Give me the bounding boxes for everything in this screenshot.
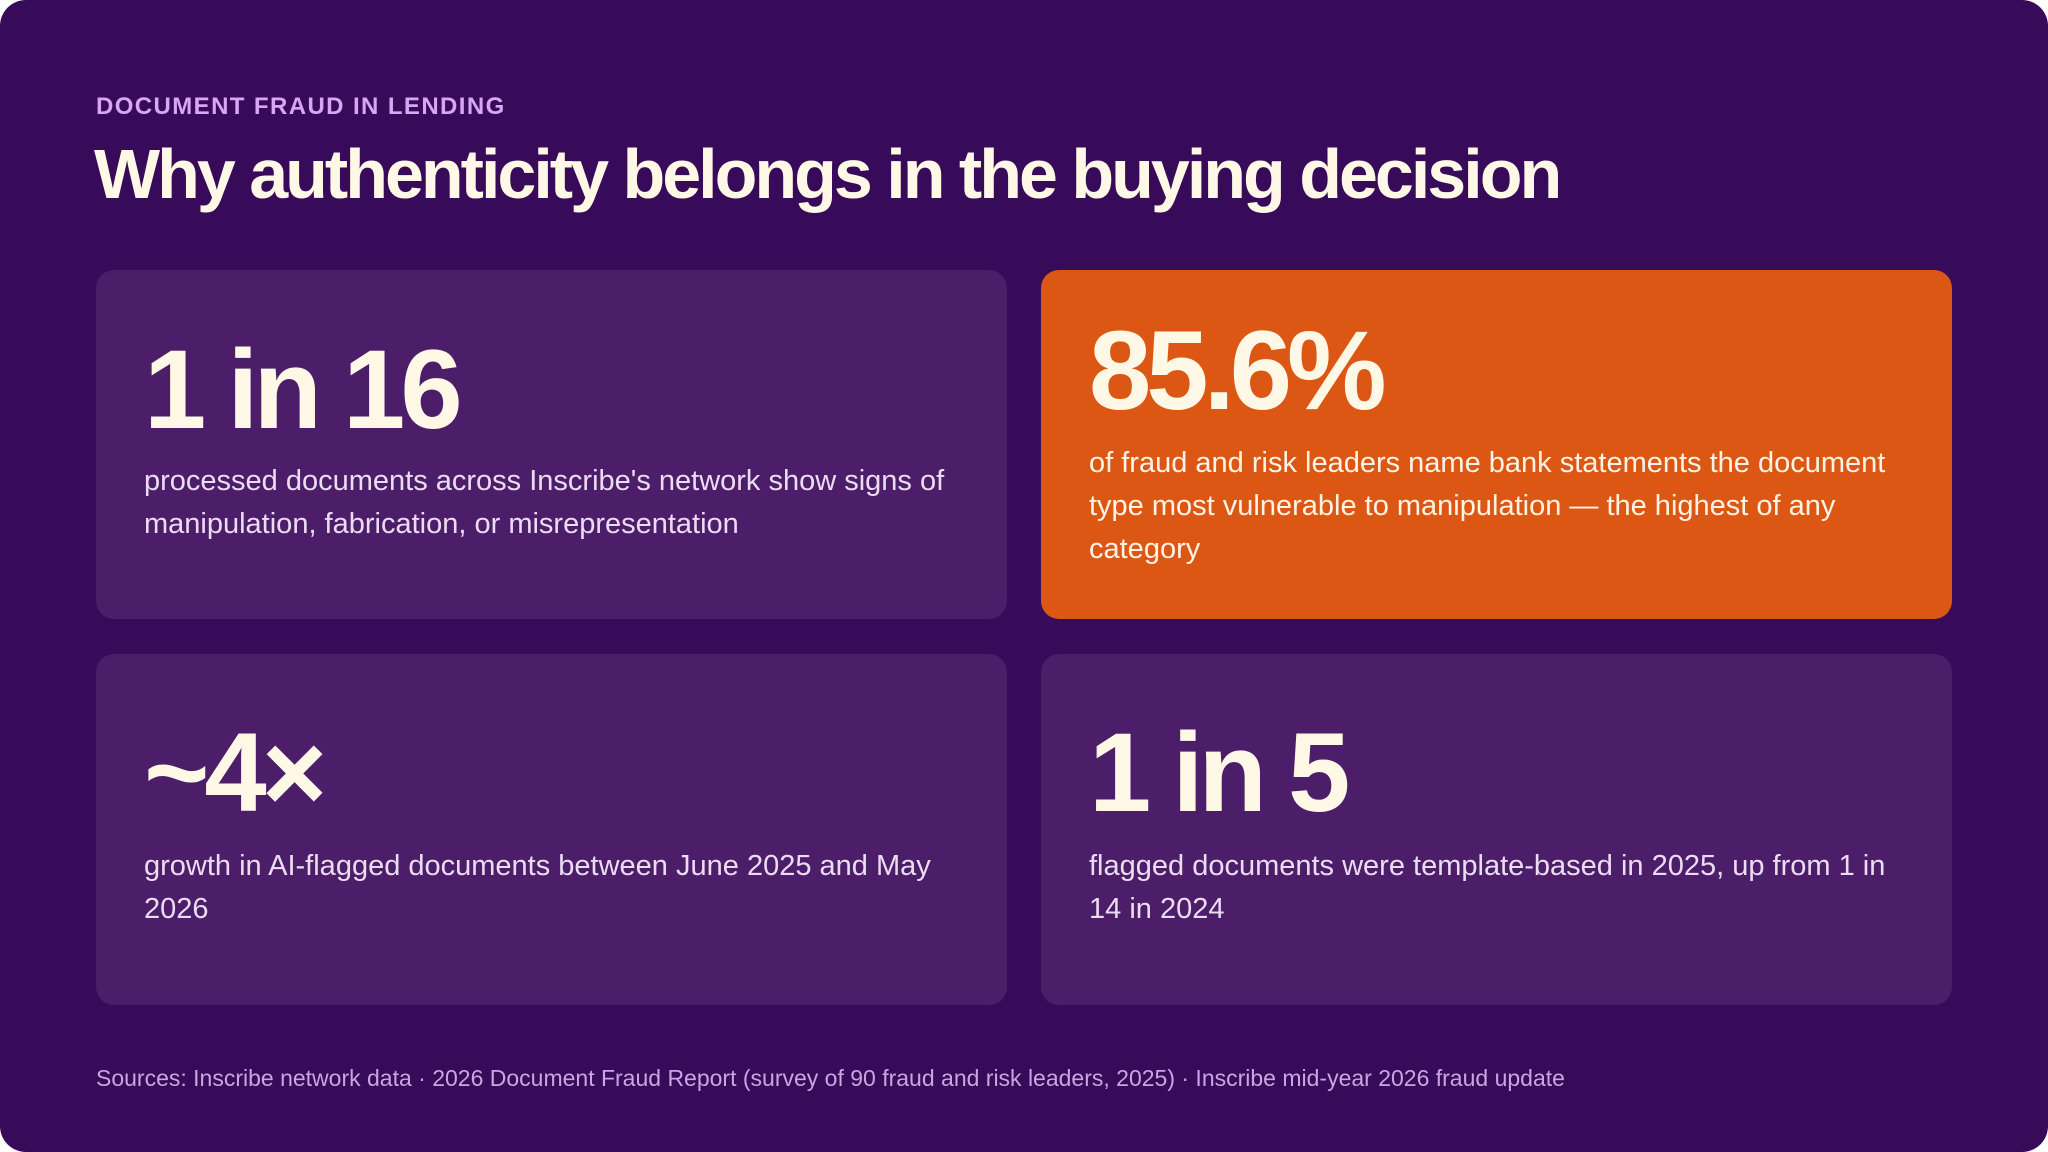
stat-card-ai-growth [96,654,1007,1005]
sources-footnote: Sources: Inscribe network data · 2026 Do… [96,1065,1565,1091]
stat-description-network-share: processed documents across Inscribe's ne… [144,465,945,540]
stat-value-network-share: 1 in 16 [144,327,463,452]
stat-value-bank-statements: 85.6% [1089,308,1387,433]
stat-description-template-based: flagged documents were template-based in… [1089,850,1886,925]
stat-value-template-based: 1 in 5 [1089,710,1350,835]
stat-description-ai-growth: growth in AI-flagged documents between J… [144,850,931,925]
stat-card-template-based [1041,654,1952,1005]
stat-value-ai-growth: ~4× [144,710,327,835]
stat-card-network-share [96,270,1007,619]
page-title: Why authenticity belongs in the buying d… [94,135,1562,213]
stat-description-bank-statements: of fraud and risk leaders name bank stat… [1089,447,1886,565]
stat-card-bank-statements [1041,270,1952,619]
eyebrow-label: DOCUMENT FRAUD IN LENDING [96,93,506,120]
